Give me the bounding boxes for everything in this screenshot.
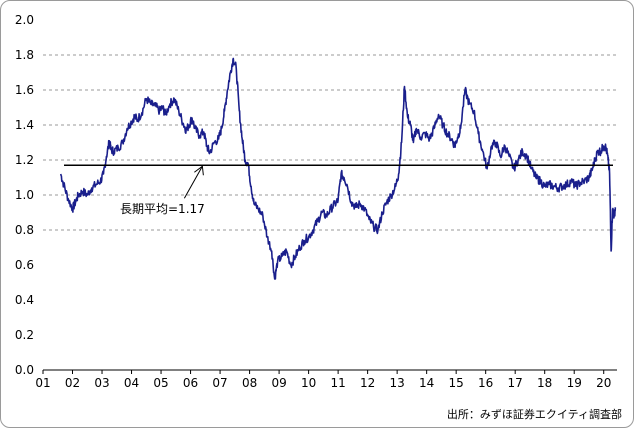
price-ratio-series-line bbox=[59, 57, 617, 280]
x-axis-ticks bbox=[42, 370, 605, 374]
x-tick-label: 09 bbox=[271, 376, 286, 390]
long-term-average-label: 長期平均=1.17 bbox=[120, 202, 205, 216]
x-tick-label: 15 bbox=[449, 376, 464, 390]
annotation-arrow bbox=[183, 166, 203, 199]
y-tick-label: 1.6 bbox=[15, 83, 34, 97]
x-tick-label: 01 bbox=[35, 376, 50, 390]
x-tick-label: 03 bbox=[94, 376, 109, 390]
y-tick-label: 2.0 bbox=[15, 13, 34, 27]
y-tick-label: 0.4 bbox=[15, 293, 34, 307]
y-tick-label: 0.6 bbox=[15, 258, 34, 272]
x-tick-label: 13 bbox=[389, 376, 404, 390]
annotation-arrowhead bbox=[194, 165, 204, 176]
x-tick-label: 05 bbox=[153, 376, 168, 390]
x-tick-label: 11 bbox=[330, 376, 345, 390]
y-tick-label: 1.2 bbox=[15, 153, 34, 167]
y-tick-label: 1.0 bbox=[15, 188, 34, 202]
x-tick-label: 14 bbox=[419, 376, 434, 390]
y-tick-label: 0.2 bbox=[15, 328, 34, 342]
x-tick-label: 20 bbox=[596, 376, 611, 390]
x-axis-tick-labels: 01 02 03 04 05 06 07 08 09 10 11 12 13 14 15 16 17 18 19 20 bbox=[35, 376, 611, 390]
x-tick-label: 16 bbox=[478, 376, 493, 390]
y-tick-label: 0.0 bbox=[15, 363, 34, 377]
x-tick-label: 18 bbox=[537, 376, 552, 390]
y-tick-label: 0.8 bbox=[15, 223, 34, 237]
x-tick-label: 02 bbox=[65, 376, 80, 390]
x-tick-label: 06 bbox=[183, 376, 198, 390]
y-tick-label: 1.8 bbox=[15, 48, 34, 62]
x-tick-label: 07 bbox=[212, 376, 227, 390]
x-tick-label: 19 bbox=[567, 376, 582, 390]
x-tick-label: 04 bbox=[124, 376, 139, 390]
x-tick-label: 17 bbox=[508, 376, 523, 390]
y-axis-tick-labels: 0.0 0.2 0.4 0.6 0.8 1.0 1.2 1.4 1.6 1.8 2.0 bbox=[15, 13, 34, 377]
x-tick-label: 10 bbox=[301, 376, 316, 390]
y-tick-label: 1.4 bbox=[15, 118, 34, 132]
x-tick-label: 08 bbox=[242, 376, 257, 390]
x-tick-label: 12 bbox=[360, 376, 375, 390]
source-note: 出所：みずほ証券エクイティ調査部 bbox=[447, 407, 622, 421]
